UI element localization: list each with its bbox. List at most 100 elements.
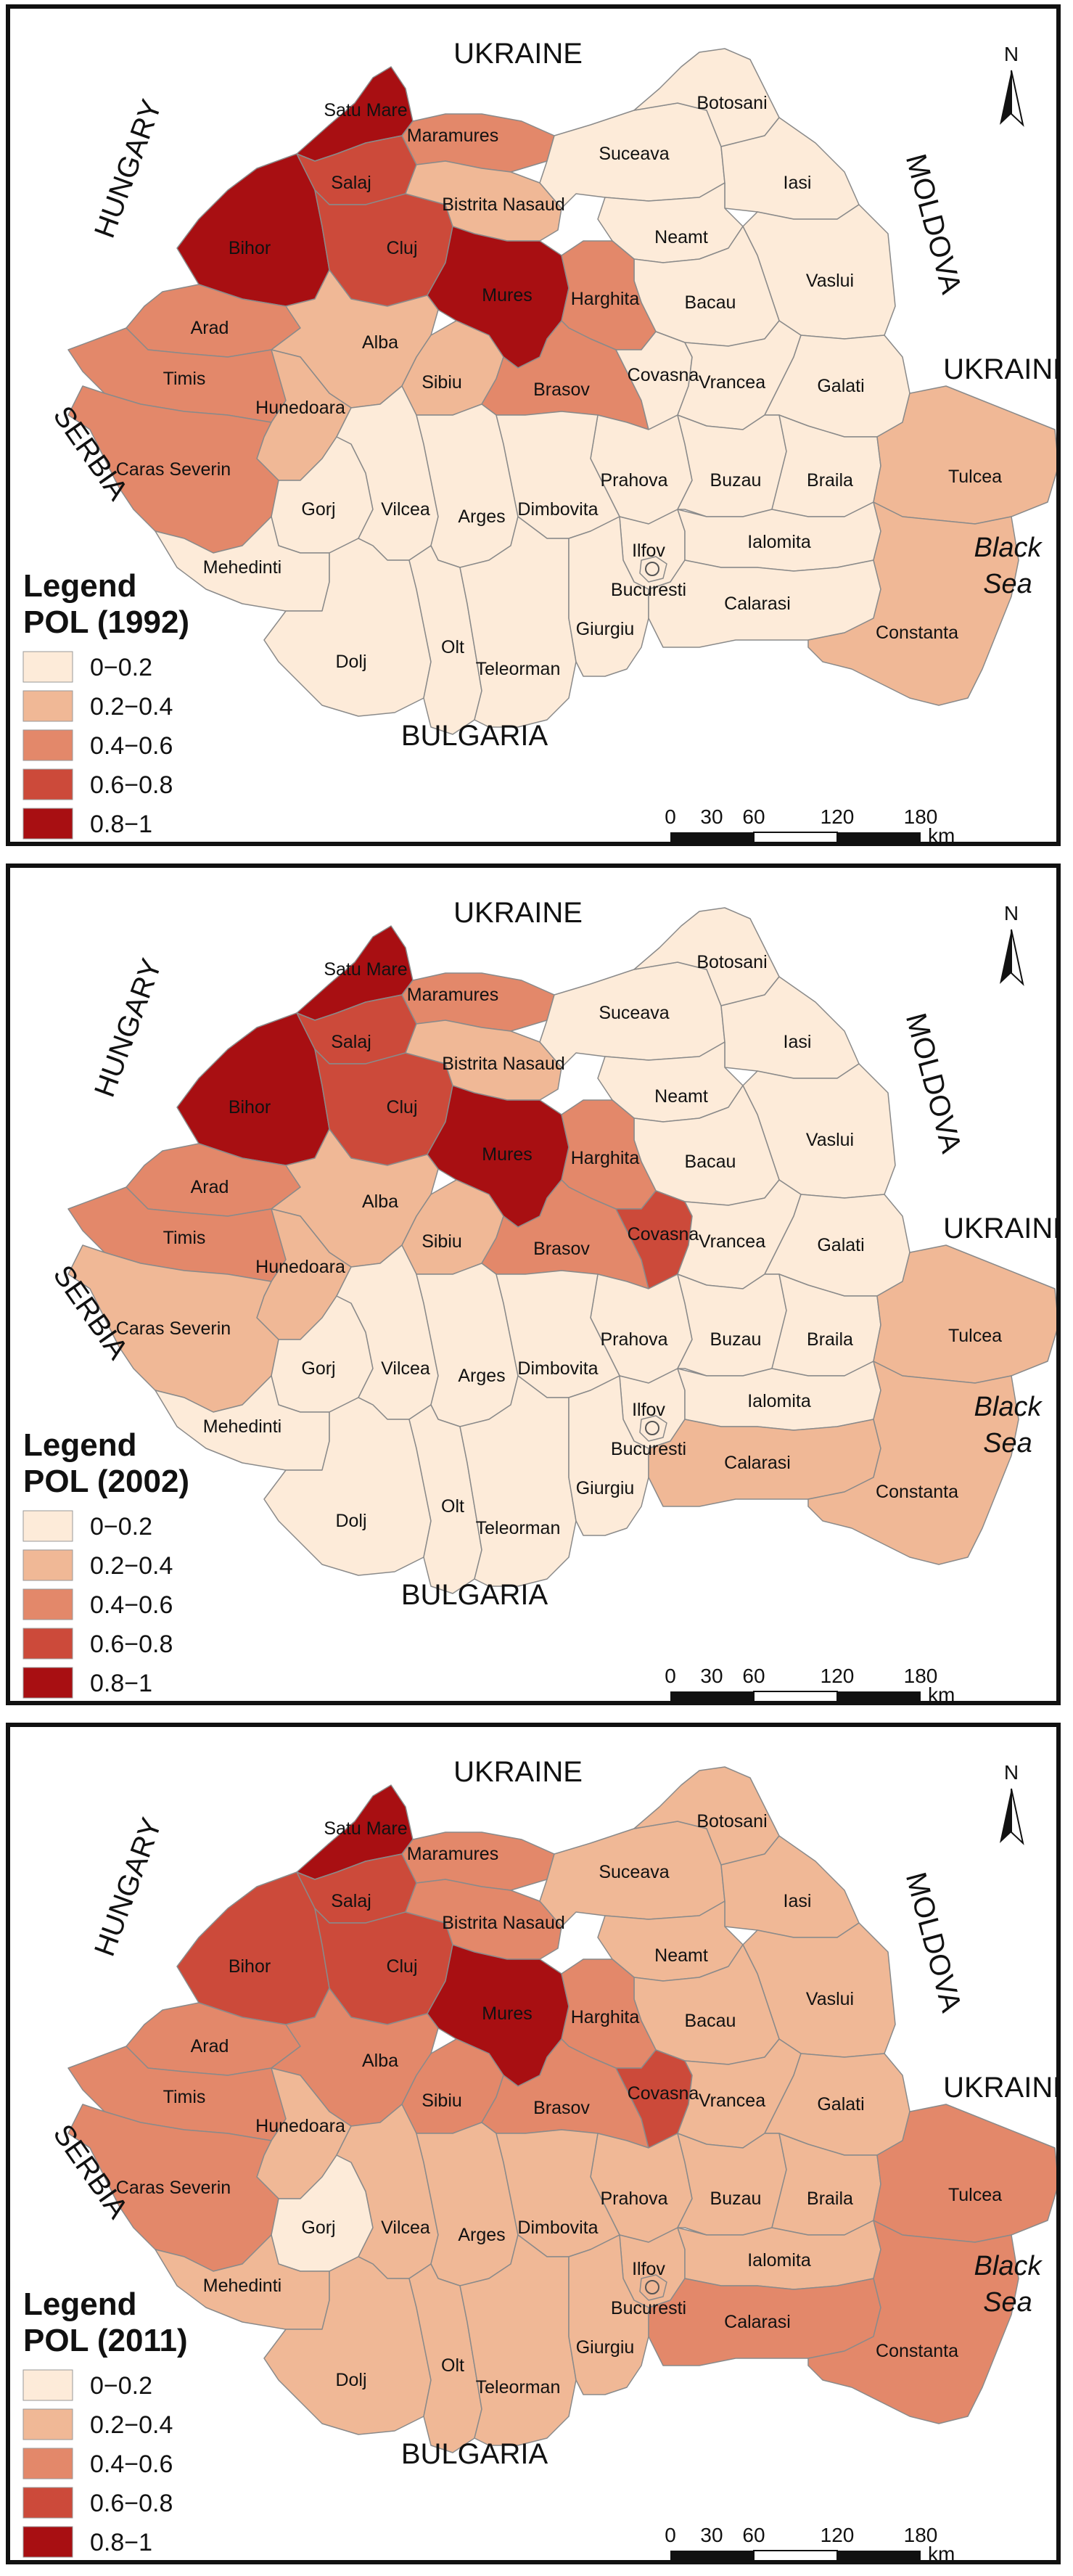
county-label: Tulcea [948, 1326, 1002, 1346]
county-region-bihor [176, 1871, 330, 2025]
county-label: Covasna [628, 1224, 699, 1244]
county-label: Brasov [533, 380, 590, 400]
scale-tick-label: 120 [821, 1665, 855, 1687]
county-label: Bihor [229, 238, 271, 258]
county-label: Vrancea [699, 372, 765, 393]
city-symbol-icon [645, 1421, 659, 1435]
scale-tick-label: 180 [904, 1665, 938, 1687]
county-label: Caras Severin [116, 1318, 231, 1339]
county-label: Harghita [571, 289, 640, 309]
county-label: Mehedinti [203, 557, 281, 578]
county-label: Caras Severin [116, 459, 231, 480]
county-label: Botosani [696, 952, 767, 972]
county-region-giurgiu [568, 2234, 649, 2395]
legend-swatch [22, 2448, 73, 2479]
scale-tick-label: 60 [742, 2524, 765, 2546]
legend-item-label: 0.2−0.4 [90, 2411, 173, 2439]
sea-label: Black [974, 2251, 1043, 2281]
county-label: Salaj [331, 1032, 371, 1052]
county-label: Neamt [654, 1086, 708, 1107]
county-label: Ialomita [747, 532, 811, 552]
county-label: Ilfov [632, 1400, 665, 1420]
county-label: Harghita [571, 1148, 640, 1168]
country-label-ukraine-north: UKRAINE [453, 1756, 583, 1788]
legend-title: Legend [23, 2286, 136, 2322]
country-label-ukraine-east: UKRAINE [943, 1213, 1056, 1244]
county-region-constanta [807, 501, 1019, 706]
county-region-constanta [807, 2220, 1019, 2424]
county-label: Brasov [533, 1239, 590, 1259]
county-label: Mehedinti [203, 2276, 281, 2296]
legend-swatch [22, 2408, 73, 2440]
legend-item-label: 0.4−0.6 [90, 732, 173, 760]
county-label: Braila [807, 2189, 853, 2209]
county-label: Dimbovita [517, 499, 598, 520]
legend-swatch [22, 1588, 73, 1620]
county-label: Dimbovita [517, 2218, 598, 2238]
county-region-botosani [633, 907, 780, 1006]
country-label-ukraine-north: UKRAINE [453, 38, 583, 70]
county-label: Bistrita Nasaud [442, 1913, 565, 1933]
county-label: Constanta [876, 1482, 958, 1502]
county-label: Tulcea [948, 467, 1002, 487]
county-label: Calarasi [724, 2312, 791, 2332]
sea-label: Black [974, 1392, 1043, 1422]
county-label: Mehedinti [203, 1416, 281, 1437]
county-label: Dolj [335, 1511, 366, 1531]
county-region-bistrita [405, 1020, 562, 1101]
county-label: Prahova [600, 470, 667, 491]
county-region-constanta [807, 1361, 1019, 1565]
county-label: Giurgiu [576, 2337, 635, 2358]
county-region-botosani [633, 1766, 780, 1866]
county-label: Harghita [571, 2007, 640, 2027]
county-label: Vrancea [699, 2091, 765, 2111]
county-label: Covasna [628, 365, 699, 385]
county-region-buzau [677, 2133, 787, 2236]
county-label: Gorj [301, 499, 335, 520]
county-label: Cluj [386, 238, 417, 258]
county-label: Mures [482, 285, 532, 305]
county-label: Buzau [710, 1329, 762, 1350]
county-label: Prahova [600, 1329, 667, 1350]
county-label: Covasna [628, 2083, 699, 2104]
north-arrow-icon [1000, 1788, 1024, 1845]
county-label: Bihor [229, 1956, 271, 1977]
county-label: Suceava [599, 1862, 669, 1882]
county-label: Teleorman [476, 659, 561, 679]
county-label: Tulcea [948, 2185, 1002, 2205]
county-region-giurgiu [568, 1375, 649, 1536]
county-label: Olt [441, 1496, 464, 1517]
country-label-hungary: HUNGARY [89, 954, 168, 1101]
county-label: Ialomita [747, 1391, 811, 1411]
county-region-buzau [677, 1273, 787, 1377]
legend-swatch [22, 1667, 73, 1699]
scale-tick-label: 30 [700, 805, 723, 828]
scale-tick-label: 180 [904, 2524, 938, 2546]
county-label: Constanta [876, 2341, 958, 2361]
sea-label: Black [974, 533, 1043, 563]
county-label: Bacau [685, 2011, 736, 2031]
county-label: Mures [482, 1144, 532, 1165]
county-label: Arges [458, 2225, 505, 2245]
country-label-bulgaria: BULGARIA [401, 720, 548, 752]
legend-swatch [22, 2487, 73, 2519]
scale-unit-label: km [928, 2543, 955, 2560]
county-label: Maramures [407, 126, 498, 146]
county-label: Galati [817, 376, 864, 396]
county-label: Iasi [784, 1032, 812, 1052]
country-label-moldova: MOLDOVA [900, 1010, 968, 1157]
legend-swatch [22, 2526, 73, 2558]
legend-item-label: 0−0.2 [90, 2372, 152, 2400]
county-label: Hunedoara [255, 1257, 345, 1277]
county-label: Ialomita [747, 2250, 811, 2271]
north-label: N [1004, 902, 1019, 924]
scale-tick-label: 60 [742, 1665, 765, 1687]
scale-bar [670, 2550, 921, 2560]
county-label: Braila [807, 470, 853, 491]
county-label: Ilfov [632, 2259, 665, 2279]
county-region-buzau [677, 414, 787, 517]
scale-unit-label: km [928, 1683, 955, 1701]
county-label: Satu Mare [324, 1818, 407, 1839]
